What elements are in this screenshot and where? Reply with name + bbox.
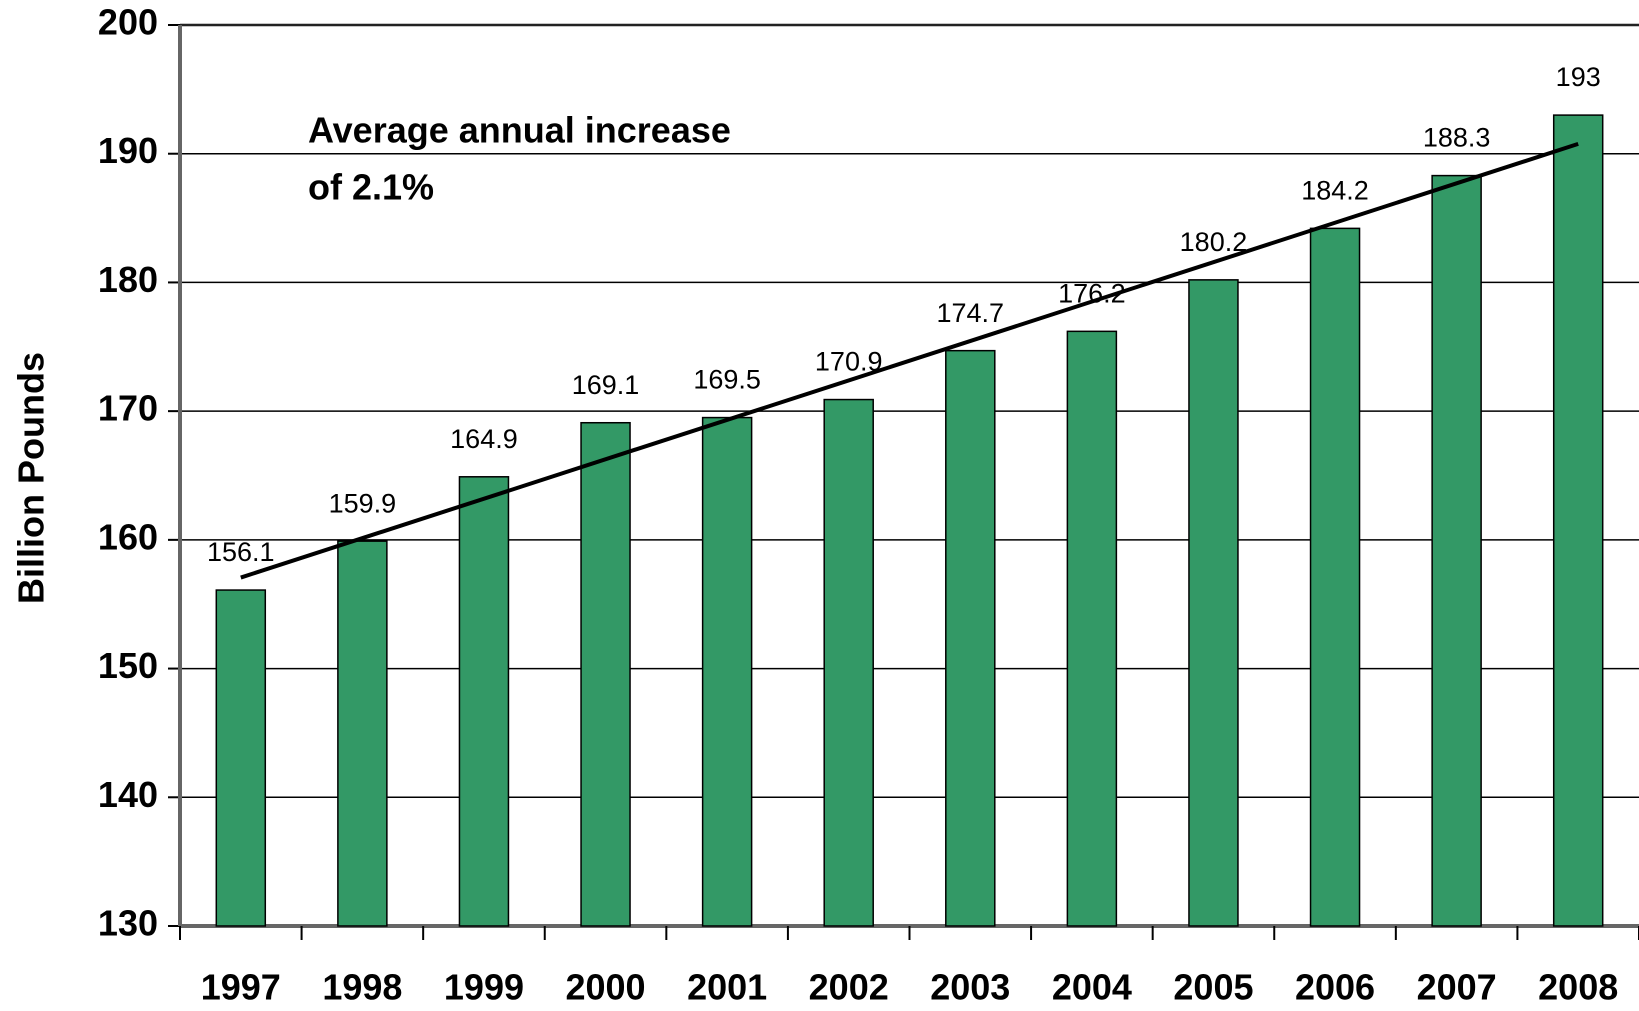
- x-tick-label: 2008: [1538, 967, 1618, 1008]
- x-tick-label: 2002: [809, 967, 889, 1008]
- y-tick-label: 140: [98, 774, 158, 815]
- y-axis-title: Billion Pounds: [11, 352, 52, 604]
- y-tick-label: 180: [98, 259, 158, 300]
- bar: [1188, 279, 1239, 927]
- value-label: 164.9: [450, 424, 518, 454]
- bar: [945, 349, 996, 927]
- bar: [1552, 114, 1604, 927]
- bar: [701, 416, 753, 927]
- bar: [1309, 227, 1361, 927]
- annotation: of 2.1%: [308, 167, 434, 208]
- x-tick-label: 1997: [201, 967, 281, 1008]
- value-label: 156.1: [207, 537, 275, 567]
- x-tick-label: 2003: [930, 967, 1010, 1008]
- x-tick-label: 2007: [1417, 967, 1497, 1008]
- value-label: 174.7: [937, 298, 1005, 328]
- trend-line: [240, 141, 1579, 580]
- x-tick-label: 2004: [1052, 967, 1132, 1008]
- y-tick-label: 130: [98, 903, 158, 944]
- x-tick-label: 1998: [322, 967, 402, 1008]
- bar: [580, 421, 631, 927]
- bar: [458, 476, 510, 927]
- annotation: Average annual increase: [308, 110, 731, 151]
- bar: [1431, 174, 1482, 927]
- y-tick-label: 190: [98, 130, 158, 171]
- x-tick-label: 2000: [565, 967, 645, 1008]
- x-tick-label: 2001: [687, 967, 767, 1008]
- y-tick-label: 200: [98, 2, 158, 43]
- value-label: 188.3: [1423, 123, 1491, 153]
- value-label: 159.9: [329, 488, 397, 518]
- y-tick-label: 160: [98, 516, 158, 557]
- value-label: 193: [1556, 62, 1601, 92]
- x-tick-label: 1999: [444, 967, 524, 1008]
- bar: [1066, 330, 1118, 927]
- value-label: 169.1: [572, 370, 640, 400]
- y-tick-label: 170: [98, 388, 158, 429]
- x-tick-label: 2005: [1173, 967, 1253, 1008]
- x-tick-label: 2006: [1295, 967, 1375, 1008]
- bar: [337, 540, 388, 927]
- value-label: 184.2: [1301, 175, 1369, 205]
- value-label: 180.2: [1180, 227, 1248, 257]
- bar: [823, 398, 874, 927]
- value-label: 169.5: [693, 365, 761, 395]
- bar: [215, 589, 267, 927]
- y-tick-label: 150: [98, 645, 158, 686]
